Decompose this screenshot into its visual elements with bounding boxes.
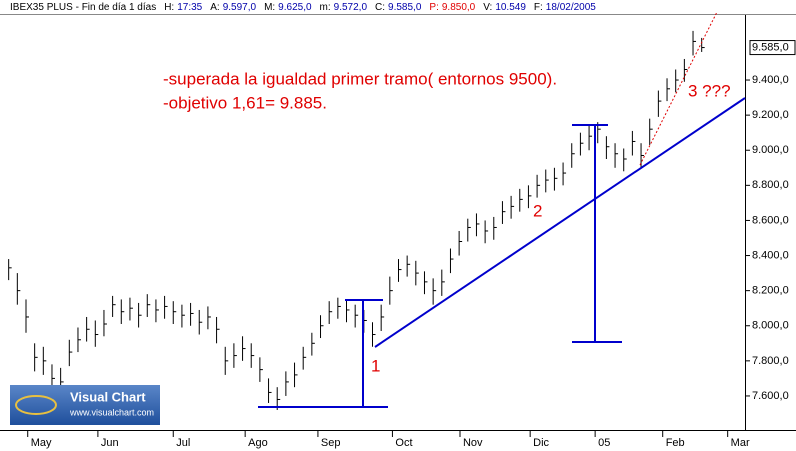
y-tick-label: 9.000,0 (752, 144, 789, 156)
logo-box (10, 385, 160, 425)
y-tick-label: 9.400,0 (752, 74, 789, 86)
header-field-value: 9.585,0 (388, 2, 422, 13)
header: IBEX35 PLUS - Fin de día 1 días H: 17:35 A:… (10, 2, 596, 13)
last-price-box (749, 40, 796, 56)
x-tick-label: Mar (731, 437, 750, 449)
header-text: IBEX35 PLUS - Fin de día 1 días H: 17:35 A:… (10, 2, 596, 13)
header-field-value: 9.597,0 (223, 2, 257, 13)
y-tick-label: 8.800,0 (752, 179, 789, 191)
annotation: -superada la igualdad primer tramo( ento… (163, 69, 557, 88)
y-tick-label: 8.600,0 (752, 214, 789, 226)
annotation: 1 (371, 356, 380, 375)
header-field-value: 9.572,0 (334, 2, 368, 13)
header-symbol: IBEX35 PLUS - Fin de día 1 días (10, 2, 156, 13)
header-field-label: C: (375, 2, 385, 13)
x-tick-label: Dic (533, 437, 549, 449)
header-field-label: V: (483, 2, 492, 13)
x-tick-label: Jul (176, 437, 190, 449)
y-tick-label: 8.000,0 (752, 320, 789, 332)
y-tick-label: 7.600,0 (752, 390, 789, 402)
logo-icon (15, 395, 57, 415)
projection-line (639, 11, 718, 166)
plot: 7.600,0 7.800,0 8.000,0 8.200,0 8.400,0 8.600… (8, 30, 796, 449)
logo: Visual Chart www.visualchart.com (10, 385, 160, 425)
header-field-label: F: (534, 2, 543, 13)
x-tick-label: 05 (598, 437, 610, 449)
x-tick-label: Nov (463, 437, 483, 449)
annotation: 2 (533, 201, 542, 220)
y-tick-label: 9.200,0 (752, 109, 789, 121)
logo-name: Visual Chart (70, 389, 146, 404)
drawings (258, 97, 746, 408)
logo-url: www.visualchart.com (69, 407, 154, 417)
header-field-value: 9.850,0 (442, 2, 476, 13)
x-tick-label: Jun (101, 437, 119, 449)
header-field-label: A: (210, 2, 219, 13)
x-tick-label: May (31, 437, 52, 449)
last-price-label: 9.585,0 (752, 41, 789, 53)
x-tick-label: Feb (666, 437, 685, 449)
header-field-label: M: (264, 2, 275, 13)
y-tick-label: 8.200,0 (752, 285, 789, 297)
trend-line (374, 97, 746, 348)
header-field-label: m: (320, 2, 331, 13)
annotation: 3 ??? (688, 81, 731, 100)
header-field-label: P: (429, 2, 438, 13)
annotation: -objetivo 1,61= 9.885. (163, 93, 327, 112)
x-tick-label: Oct (395, 437, 412, 449)
header-field-value: 17:35 (177, 2, 202, 13)
header-field-value: 18/02/2005 (546, 2, 596, 13)
x-tick-label: Ago (248, 437, 268, 449)
header-field-label: H: (164, 2, 174, 13)
header-field-value: 10.549 (495, 2, 526, 13)
y-tick-label: 7.800,0 (752, 355, 789, 367)
header-field-value: 9.625,0 (278, 2, 312, 13)
y-tick-label: 8.400,0 (752, 249, 789, 261)
x-tick-label: Sep (321, 437, 341, 449)
